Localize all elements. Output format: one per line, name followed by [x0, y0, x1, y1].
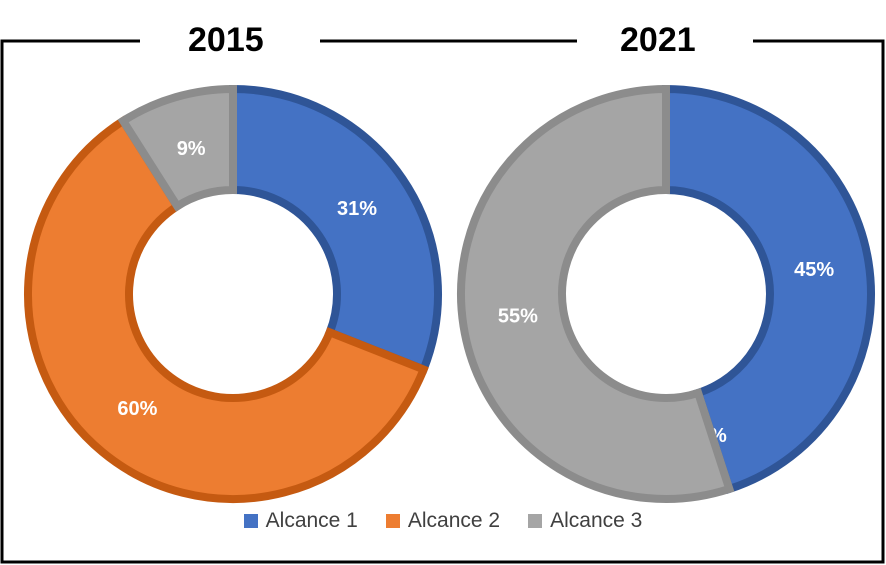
legend-item-alcance-1: Alcance 1: [243, 509, 358, 533]
data-label-2015-alcance-1: 31%: [337, 198, 377, 220]
legend-item-alcance-3: Alcance 3: [528, 509, 642, 533]
chart-title-2015: 2015: [180, 18, 272, 62]
slice-2015-alcance-1: [229, 84, 442, 375]
slice-2015-alcance-3: [117, 84, 237, 212]
data-label-2021-alcance-1: 45%: [794, 259, 834, 281]
slice-2015-alcance-2: [24, 115, 429, 503]
slice-2021-alcance-3: [457, 84, 735, 503]
legend-swatch-alcance-2: [385, 514, 400, 528]
legend-label-alcance-2: Alcance 2: [407, 509, 501, 532]
data-label-2021-alcance-3: 55%: [498, 306, 538, 328]
legend-item-alcance-2: Alcance 2: [385, 509, 501, 533]
legend-swatch-alcance-3: [528, 514, 543, 528]
slice-2021-alcance-1: [662, 84, 875, 495]
donut-chart-2015: 31% 60% 9%: [24, 84, 442, 503]
frame-border: [0, 39, 885, 564]
donut-chart-2021: 45%0%55%: [457, 84, 875, 503]
data-label-2015-alcance-3: 9%: [177, 138, 206, 160]
legend: Alcance 1 Alcance 2 Alcance 3: [0, 509, 886, 533]
legend-swatch-alcance-1: [243, 514, 258, 528]
data-label-2015-alcance-2: 60%: [117, 398, 157, 420]
chart-title-2021: 2021: [612, 18, 704, 62]
legend-label-alcance-3: Alcance 3: [550, 509, 643, 532]
legend-label-alcance-1: Alcance 1: [265, 509, 358, 532]
